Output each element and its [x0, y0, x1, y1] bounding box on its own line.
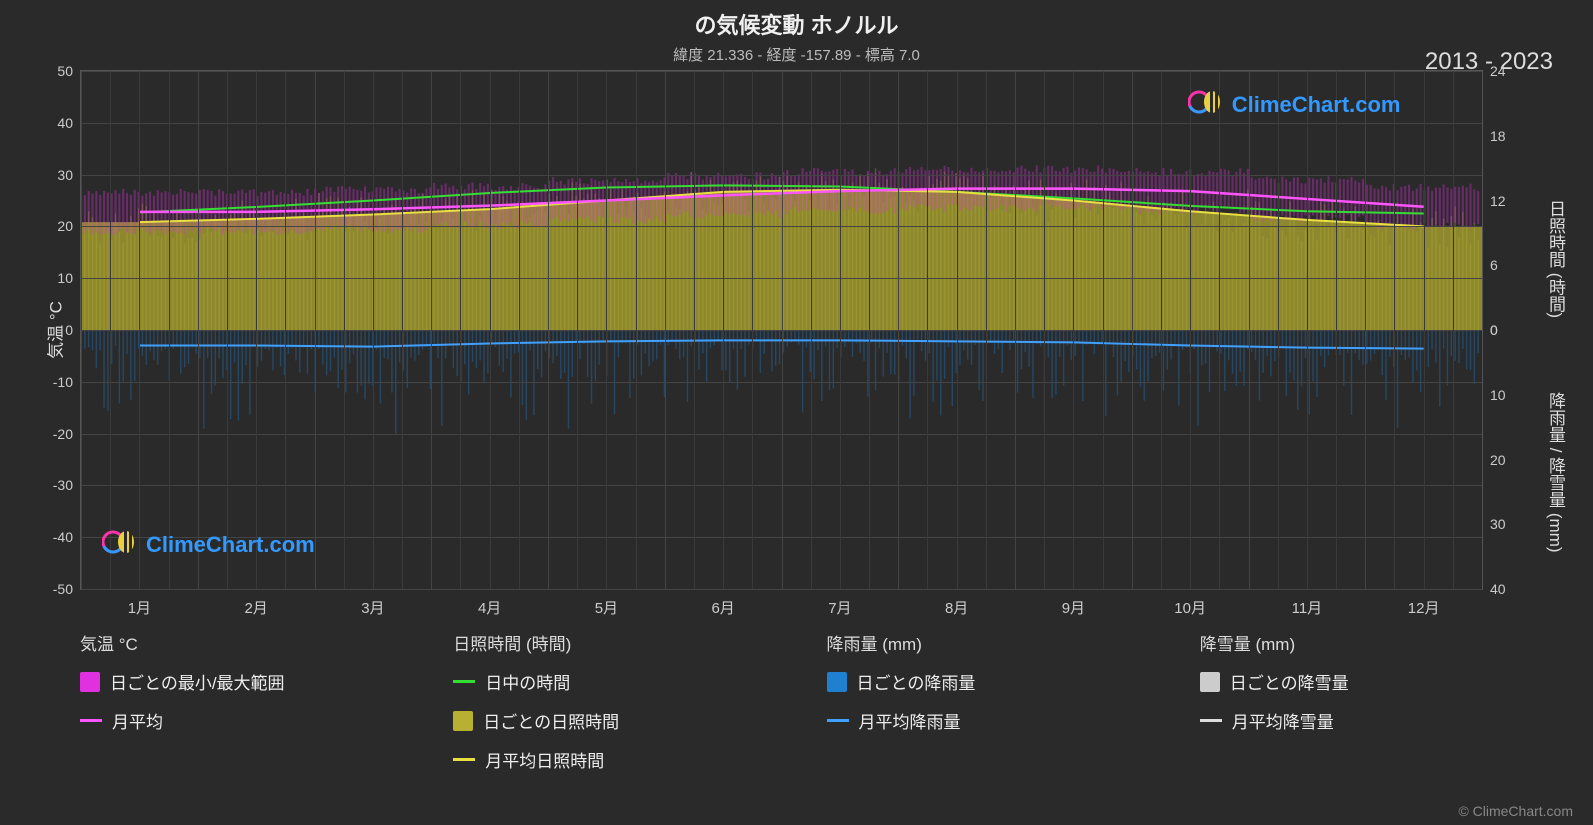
ytick-right: 10 [1482, 387, 1506, 403]
legend-item: 月平均降雪量 [1200, 708, 1533, 733]
ytick-left: -40 [53, 529, 81, 545]
legend-item: 日ごとの最小/最大範囲 [80, 669, 413, 694]
climechart-logo-icon [102, 527, 138, 563]
legend-header: 気温 °C [80, 630, 413, 655]
xtick-month: 4月 [478, 589, 501, 618]
legend-label: 日ごとの降雪量 [1230, 669, 1349, 694]
legend-column: 日照時間 (時間) 日中の時間日ごとの日照時間月平均日照時間 [453, 630, 786, 786]
y-axis-right-label-1: 日照時間 (時間) [1543, 200, 1568, 318]
ytick-left: -30 [53, 477, 81, 493]
legend-column: 降雨量 (mm) 日ごとの降雨量月平均降雨量 [827, 630, 1160, 786]
legend-label: 日ごとの日照時間 [483, 708, 619, 733]
xtick-month: 9月 [1062, 589, 1085, 618]
legend-swatch-line-icon [453, 680, 475, 683]
xtick-month: 7月 [828, 589, 851, 618]
legend-swatch-line-icon [1200, 719, 1222, 722]
legend-item: 日ごとの降雨量 [827, 669, 1160, 694]
ytick-right: 30 [1482, 516, 1506, 532]
y-axis-left-label: 気温 °C [41, 301, 66, 359]
legend-swatch-line-icon [453, 758, 475, 761]
xtick-month: 2月 [244, 589, 267, 618]
legend-item: 日ごとの降雪量 [1200, 669, 1533, 694]
ytick-right: 24 [1482, 63, 1506, 79]
legend-label: 日中の時間 [485, 669, 570, 694]
legend-item: 日ごとの日照時間 [453, 708, 786, 733]
ytick-left: 0 [65, 322, 81, 338]
chart-title: の気候変動 ホノルル [0, 0, 1593, 40]
credit: © ClimeChart.com [1458, 803, 1573, 819]
legend-swatch-line-icon [827, 719, 849, 722]
xtick-month: 5月 [595, 589, 618, 618]
legend-column: 気温 °C 日ごとの最小/最大範囲月平均 [80, 630, 413, 786]
legend-header: 降雨量 (mm) [827, 630, 1160, 655]
plot-area: -50-40-30-20-100102030405006121824010203… [80, 70, 1483, 590]
legend-item: 日中の時間 [453, 669, 786, 694]
ytick-right: 20 [1482, 452, 1506, 468]
ytick-left: -10 [53, 374, 81, 390]
ytick-left: 50 [57, 63, 81, 79]
ytick-left: 40 [57, 115, 81, 131]
legend-swatch-square-icon [827, 672, 847, 692]
xtick-month: 11月 [1292, 589, 1323, 618]
ytick-left: -50 [53, 581, 81, 597]
ytick-left: 20 [57, 218, 81, 234]
ytick-right: 18 [1482, 128, 1506, 144]
legend-swatch-square-icon [453, 711, 473, 731]
xtick-month: 6月 [711, 589, 734, 618]
legend-header: 日照時間 (時間) [453, 630, 786, 655]
legend-label: 月平均日照時間 [485, 747, 604, 772]
legend-label: 日ごとの降雨量 [857, 669, 976, 694]
legend-swatch-square-icon [80, 672, 100, 692]
legend-swatch-line-icon [80, 719, 102, 722]
legend-item: 月平均日照時間 [453, 747, 786, 772]
chart-area: 気温 °C 日照時間 (時間) 降雨量 / 降雪量 (mm) -50-40-30… [80, 70, 1483, 590]
xtick-month: 3月 [361, 589, 384, 618]
legend-label: 月平均 [112, 708, 163, 733]
legend: 気温 °C 日ごとの最小/最大範囲月平均 日照時間 (時間) 日中の時間日ごとの日照時… [80, 630, 1533, 786]
y-axis-right-label-2: 降雨量 / 降雪量 (mm) [1543, 392, 1568, 553]
ytick-right: 40 [1482, 581, 1506, 597]
chart-subtitle: 緯度 21.336 - 経度 -157.89 - 標高 7.0 [0, 40, 1593, 65]
legend-label: 日ごとの最小/最大範囲 [110, 669, 285, 694]
xtick-month: 10月 [1174, 589, 1206, 618]
legend-header: 降雪量 (mm) [1200, 630, 1533, 655]
watermark: ClimeChart.com [1188, 87, 1401, 123]
ytick-right: 0 [1482, 322, 1498, 338]
ytick-left: -20 [53, 426, 81, 442]
xtick-month: 1月 [128, 589, 151, 618]
legend-column: 降雪量 (mm) 日ごとの降雪量月平均降雪量 [1200, 630, 1533, 786]
xtick-month: 12月 [1408, 589, 1440, 618]
chart-container: の気候変動 ホノルル 緯度 21.336 - 経度 -157.89 - 標高 7… [0, 0, 1593, 825]
xtick-month: 8月 [945, 589, 968, 618]
watermark-text: ClimeChart.com [1232, 92, 1401, 118]
watermark: ClimeChart.com [102, 527, 315, 563]
ytick-left: 10 [57, 270, 81, 286]
climechart-logo-icon [1188, 87, 1224, 123]
legend-swatch-square-icon [1200, 672, 1220, 692]
ytick-left: 30 [57, 167, 81, 183]
ytick-right: 6 [1482, 257, 1498, 273]
legend-item: 月平均降雨量 [827, 708, 1160, 733]
legend-label: 月平均降雪量 [1232, 708, 1334, 733]
legend-item: 月平均 [80, 708, 413, 733]
legend-label: 月平均降雨量 [859, 708, 961, 733]
ytick-right: 12 [1482, 193, 1506, 209]
watermark-text: ClimeChart.com [146, 532, 315, 558]
